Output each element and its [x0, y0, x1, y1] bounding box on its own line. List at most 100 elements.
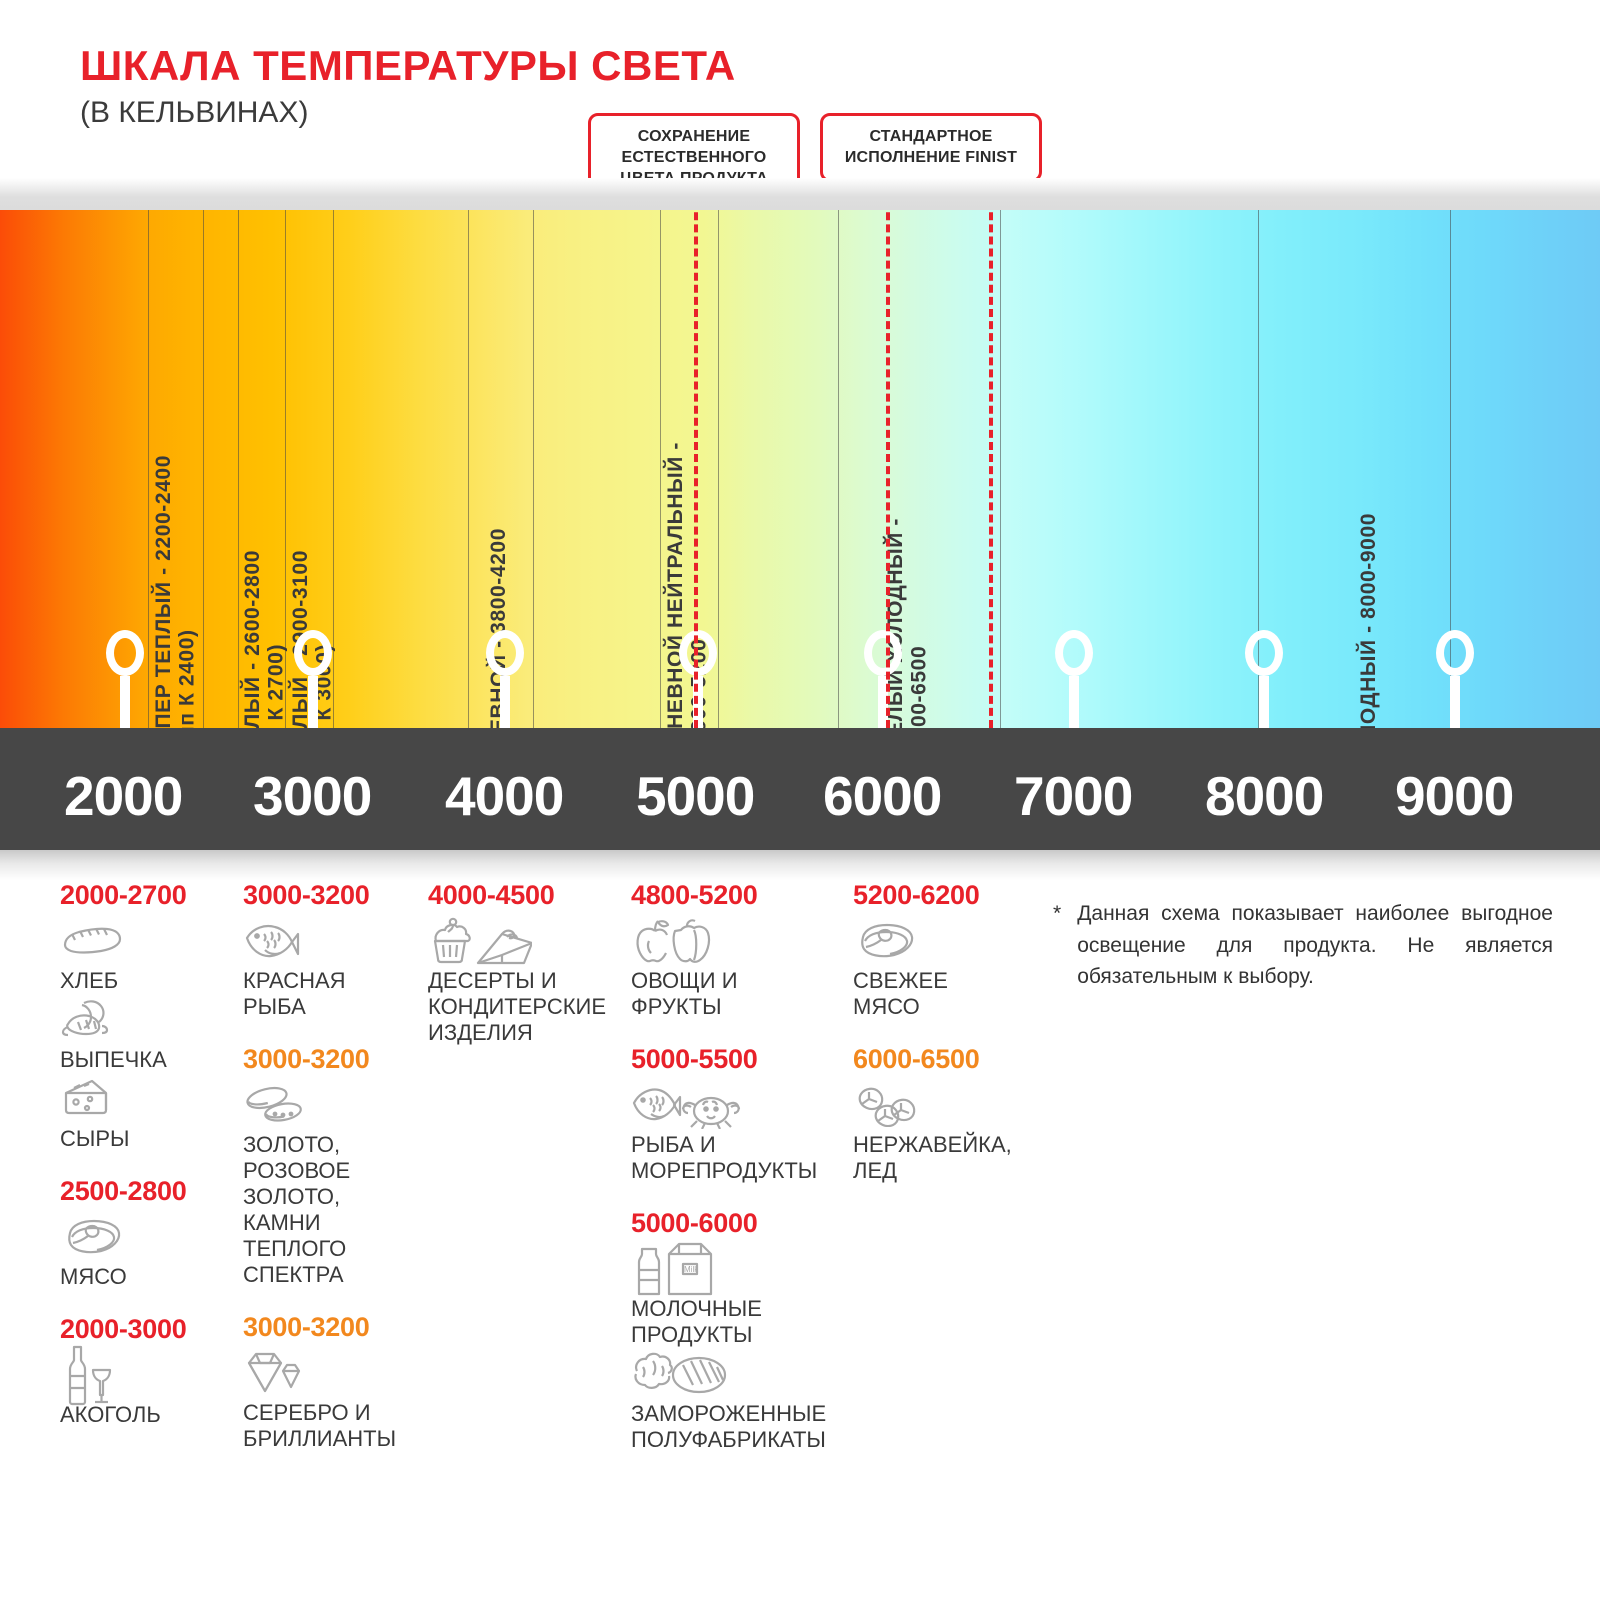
scale-pin-4000 [486, 630, 524, 728]
scale-pin-5000 [679, 630, 717, 728]
legend-range-label: 5200-6200 [853, 880, 980, 910]
dashed-marker-finist-start [886, 210, 890, 728]
legend-item-label: НЕРЖАВЕЙКА, ЛЕД [853, 1131, 1012, 1183]
legend-range-label: 3000-3200 [243, 1311, 370, 1342]
legend-item-label: СЕРЕБРО И БРИЛЛИАНТЫ [243, 1399, 397, 1451]
axis-tick-3000: 3000 [253, 765, 372, 827]
legend-item: ОВОЩИ И ФРУКТЫ [631, 917, 846, 1020]
band-divider [533, 210, 534, 728]
scale-pin-7000 [1055, 630, 1093, 728]
steak-icon [853, 917, 1038, 965]
legend-item-label: СВЕЖЕЕ МЯСО [853, 968, 948, 1019]
gradient-fill [0, 210, 1600, 728]
band-divider [1000, 210, 1001, 728]
scale-pin-6000 [864, 630, 902, 728]
bottle-glass-icon [60, 1345, 240, 1405]
band-divider [238, 210, 239, 728]
legend-range-label: 4800-5200 [631, 880, 758, 910]
legend-item-label: ДЕСЕРТЫ И КОНДИТЕРСКИЕ ИЗДЕЛИЯ [428, 968, 607, 1045]
band-divider [333, 210, 334, 728]
legend-item: Milk МОЛОЧНЫЕ ПРОДУКТЫ [631, 1242, 846, 1348]
legend-item-label: ОВОЩИ И ФРУКТЫ [631, 968, 738, 1019]
axis-tick-4000: 4000 [445, 765, 564, 827]
legend-item: ХЛЕБ [60, 917, 240, 994]
fish-icon [243, 917, 428, 965]
legend-range-label: 6000-6500 [853, 1043, 980, 1074]
legend-column-2: 3000-3200 КРАСНАЯ РЫБА 3000-3200 ЗОЛОТО, … [243, 880, 428, 1476]
legend-item: СЫРЫ [60, 1075, 240, 1152]
band-divider [148, 210, 149, 728]
kelvin-axis-bar [0, 728, 1600, 850]
callout-standard-finist: СТАНДАРТНОЕ ИСПОЛНЕНИЕ FINIST [820, 113, 1042, 183]
legend-item-label: ХЛЕБ [60, 968, 119, 993]
legend-item: АКОГОЛЬ [60, 1345, 240, 1428]
steak-icon [60, 1213, 240, 1261]
legend-item: КРАСНАЯ РЫБА [243, 917, 428, 1020]
legend-item: ВЫПЕЧКА [60, 996, 240, 1073]
legend-group-spacer [853, 1186, 1038, 1208]
legend-item: ЗАМОРОЖЕННЫЕ ПОЛУФАБРИКАТЫ [631, 1350, 846, 1453]
scale-pin-8000 [1245, 630, 1283, 728]
legend-group-spacer [428, 1048, 623, 1070]
legend-group-spacer [631, 1186, 846, 1208]
legend-item: ЗОЛОТО, РОЗОВОЕ ЗОЛОТО, КАМНИ ТЕПЛОГО СП… [243, 1081, 428, 1288]
cheese-icon [60, 1075, 240, 1123]
legend-group-spacer [243, 1290, 428, 1312]
legend-item: СЕРЕБРО И БРИЛЛИАНТЫ [243, 1349, 428, 1452]
axis-tick-8000: 8000 [1205, 765, 1324, 827]
legend-item-label: КРАСНАЯ РЫБА [243, 968, 346, 1019]
scale-top-shadow [0, 178, 1600, 210]
svg-text:Milk: Milk [684, 1265, 699, 1274]
band-divider [285, 210, 286, 728]
band-divider [468, 210, 469, 728]
legend-item-label: ЗОЛОТО, РОЗОВОЕ ЗОЛОТО, КАМНИ ТЕПЛОГО СП… [243, 1131, 351, 1287]
legend-item-label: МЯСО [60, 1263, 127, 1289]
legend-range-label: 5000-6000 [631, 1207, 758, 1238]
diamond-icon [243, 1349, 428, 1397]
legend-group-spacer [60, 1292, 240, 1314]
legend-column-1: 2000-2700 ХЛЕБ ВЫПЕЧКА СЫРЫ 2500-2800 МЯС… [60, 880, 240, 1452]
legend-range-label: 4000-4500 [428, 880, 555, 910]
scale-pin-3000 [294, 630, 332, 728]
band-divider [838, 210, 839, 728]
page-title: ШКАЛА ТЕМПЕРАТУРЫ СВЕТА [80, 42, 736, 89]
band-divider [1450, 210, 1451, 728]
legend-group-spacer [631, 1022, 846, 1044]
band-divider [1258, 210, 1259, 728]
legend-group-spacer [60, 1154, 240, 1176]
band-label-super-warm: СУПЕР ТЕПЛЫЙ - 2200-2400 (тип К 2400) [152, 455, 199, 728]
legend-item: МЯСО [60, 1213, 240, 1290]
band-divider [203, 210, 204, 728]
legend-group-spacer [60, 1430, 240, 1452]
footnote-text: Данная схема показывает наиболее выгодно… [1077, 902, 1553, 988]
axis-tick-7000: 7000 [1014, 765, 1133, 827]
rings-icon [243, 1081, 428, 1129]
legend-group-spacer [243, 1454, 428, 1476]
fish-crab-icon [631, 1081, 846, 1129]
legend-range-label: 2000-3000 [60, 1313, 187, 1344]
axis-tick-5000: 5000 [636, 765, 755, 827]
frozen-food-icon [631, 1350, 846, 1398]
band-divider [660, 210, 661, 728]
legend-group-spacer [631, 1455, 846, 1477]
milk-carton-icon: Milk [631, 1242, 846, 1295]
scale-pin-9000 [1436, 630, 1474, 728]
legend-range-label: 2500-2800 [60, 1175, 187, 1206]
ice-cubes-icon [853, 1081, 1038, 1129]
axis-tick-6000: 6000 [823, 765, 942, 827]
legend-item: СВЕЖЕЕ МЯСО [853, 917, 1038, 1020]
legend-range-label: 5000-5500 [631, 1043, 758, 1074]
footnote: * Данная схема показывает наиболее выгод… [1053, 898, 1553, 993]
legend-range-label: 3000-3200 [243, 1043, 370, 1074]
legend-group-spacer [243, 1022, 428, 1044]
croissant-icon [60, 996, 240, 1044]
band-label-warm-2700: ТЕПЛЫЙ - 2600-2800 (тип К 2700) [241, 550, 288, 728]
scale-pin-2000 [106, 630, 144, 728]
legend-column-3: 4000-4500 ДЕСЕРТЫ И КОНДИТЕРСКИЕ ИЗДЕЛИЯ [428, 880, 623, 1070]
legend-range-label: 2000-2700 [60, 880, 187, 910]
legend-item: РЫБА И МОРЕПРОДУКТЫ [631, 1081, 846, 1184]
dashed-marker-finist-end [989, 210, 993, 728]
legend-item: ДЕСЕРТЫ И КОНДИТЕРСКИЕ ИЗДЕЛИЯ [428, 917, 623, 1046]
page-subtitle: (В КЕЛЬВИНАХ) [80, 96, 309, 129]
dashed-marker-natural-color [694, 210, 698, 728]
